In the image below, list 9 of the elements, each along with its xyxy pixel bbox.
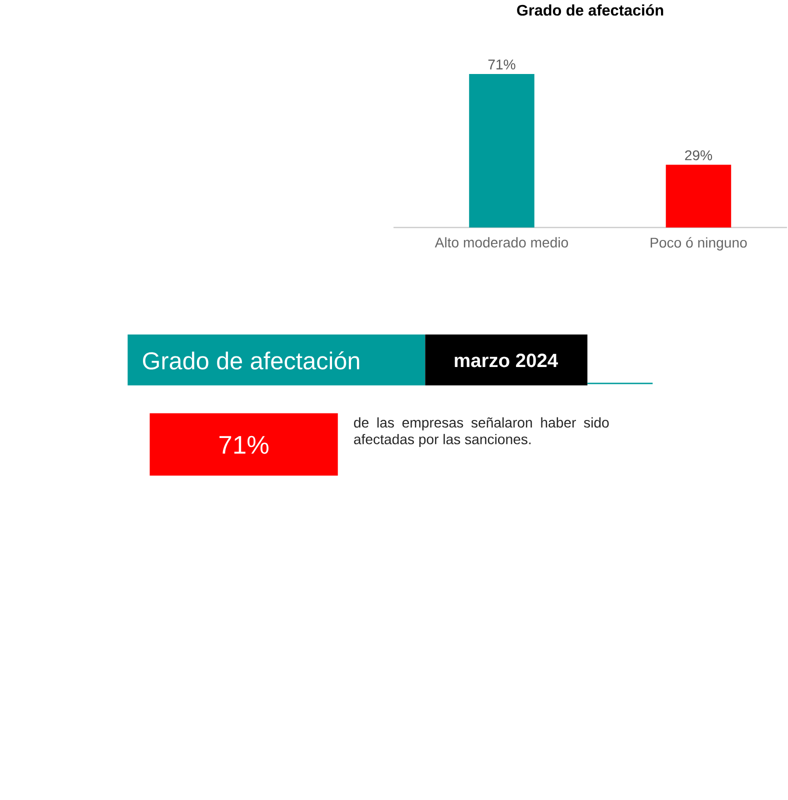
- text: marzo 2024: [454, 354, 558, 368]
- x-tick-label: Alto moderado medio: [435, 237, 568, 248]
- text: 71%: [220, 436, 269, 454]
- text: de las empresas señalaron haber sido afectadas por las sanciones.: [354, 417, 609, 448]
- chart-title: Grado de afectación: [517, 4, 664, 16]
- text: Grado de afectación: [143, 351, 360, 370]
- data-label: 29%: [685, 150, 712, 160]
- x-tick-label: Poco ó ninguno: [650, 237, 747, 250]
- data-label: 71%: [488, 60, 516, 70]
